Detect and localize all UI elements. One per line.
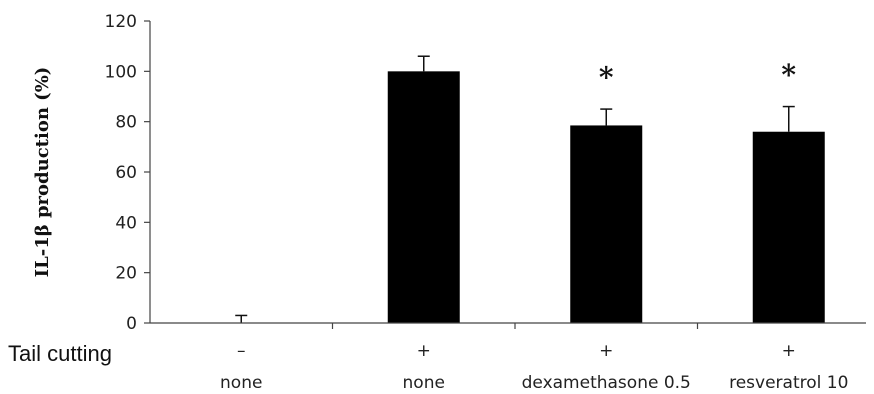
tail-cutting-label: Tail cutting (8, 341, 112, 366)
tail-cutting-sign: + (782, 341, 796, 361)
treatment-label: resveratrol 10 (729, 373, 848, 393)
plot-area: * * (235, 55, 825, 323)
y-tick-label: 0 (126, 314, 137, 334)
tail-cutting-sign: + (599, 341, 613, 361)
significance-marker: * (781, 59, 796, 92)
axes: 0 20 40 60 80 100 120 (105, 12, 866, 334)
treatment-label: none (403, 373, 445, 393)
tail-cutting-sign: + (417, 341, 431, 361)
bar (570, 125, 643, 323)
y-tick-label: 80 (115, 113, 137, 133)
bar (752, 131, 825, 323)
bar (387, 71, 460, 323)
tail-cutting-sign: – (237, 341, 246, 361)
treatment-row: none none dexamethasone 0.5 resveratrol 10 (220, 373, 848, 393)
tail-cutting-row: – + + + (237, 341, 796, 361)
y-tick-label: 120 (105, 12, 137, 32)
treatment-label: dexamethasone 0.5 (522, 373, 691, 393)
y-tick-label: 60 (115, 163, 137, 183)
treatment-label: none (220, 373, 262, 393)
y-tick-label: 40 (115, 213, 137, 233)
y-tick-label: 100 (105, 62, 137, 82)
significance-marker: * (599, 61, 614, 94)
y-tick-label: 20 (115, 264, 137, 284)
y-axis-label: IL-1β production (%) (32, 67, 53, 278)
